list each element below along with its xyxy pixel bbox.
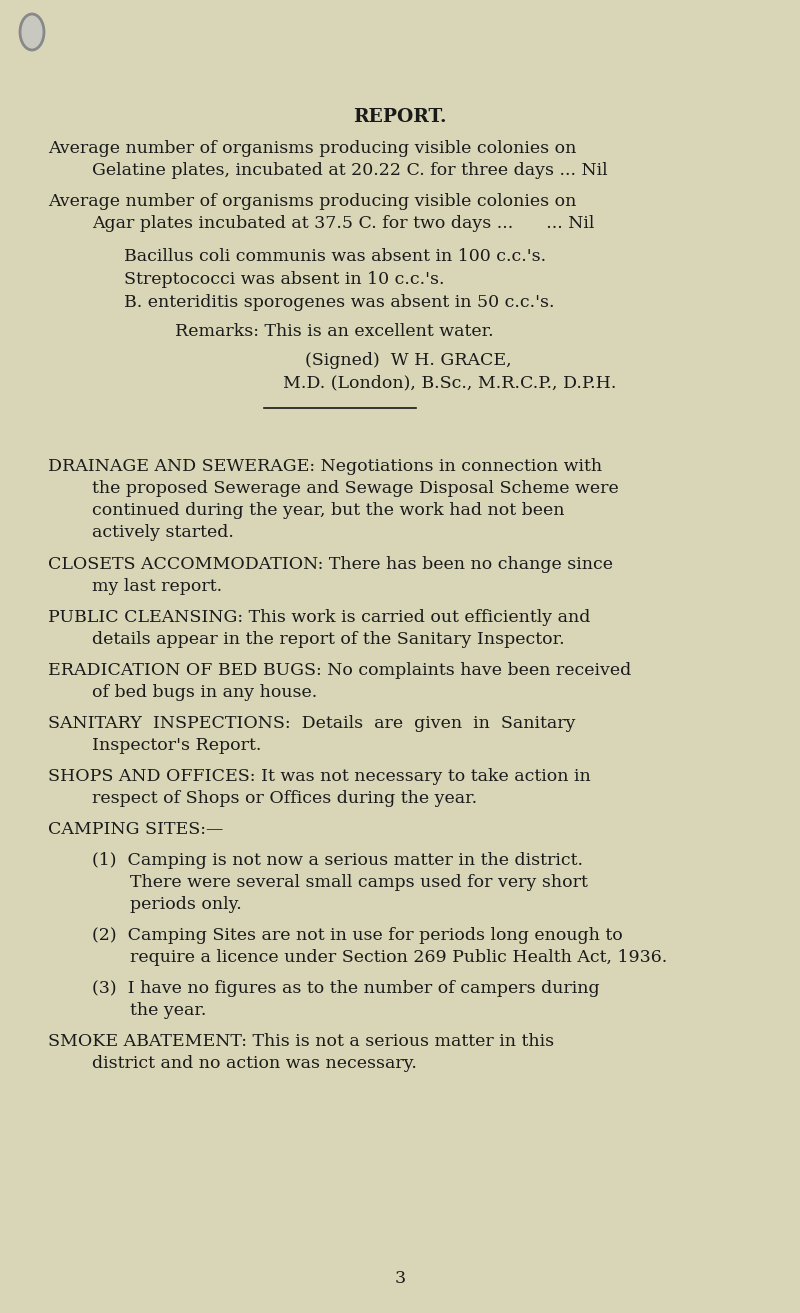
- Text: require a licence under Section 269 Public Health Act, 1936.: require a licence under Section 269 Publ…: [130, 949, 667, 966]
- Text: (3)  I have no figures as to the number of campers during: (3) I have no figures as to the number o…: [92, 979, 600, 997]
- Text: SANITARY  INSPECTIONS:  Details  are  given  in  Sanitary: SANITARY INSPECTIONS: Details are given …: [48, 716, 575, 733]
- Text: SHOPS AND OFFICES: It was not necessary to take action in: SHOPS AND OFFICES: It was not necessary …: [48, 768, 590, 785]
- Text: the year.: the year.: [130, 1002, 206, 1019]
- Text: details appear in the report of the Sanitary Inspector.: details appear in the report of the Sani…: [92, 632, 565, 649]
- Text: DRAINAGE AND SEWERAGE: Negotiations in connection with: DRAINAGE AND SEWERAGE: Negotiations in c…: [48, 458, 602, 475]
- Text: Agar plates incubated at 37.5 C. for two days ...      ... Nil: Agar plates incubated at 37.5 C. for two…: [92, 215, 594, 232]
- Text: SMOKE ABATEMENT: This is not a serious matter in this: SMOKE ABATEMENT: This is not a serious m…: [48, 1033, 554, 1050]
- Text: (Signed)  W H. GRACE,: (Signed) W H. GRACE,: [305, 352, 512, 369]
- Text: (1)  Camping is not now a serious matter in the district.: (1) Camping is not now a serious matter …: [92, 852, 583, 869]
- Text: district and no action was necessary.: district and no action was necessary.: [92, 1056, 417, 1071]
- Text: There were several small camps used for very short: There were several small camps used for …: [130, 874, 588, 892]
- Text: CAMPING SITES:—: CAMPING SITES:—: [48, 821, 223, 838]
- Text: Remarks: This is an excellent water.: Remarks: This is an excellent water.: [175, 323, 494, 340]
- Text: ERADICATION OF BED BUGS: No complaints have been received: ERADICATION OF BED BUGS: No complaints h…: [48, 662, 631, 679]
- Text: REPORT.: REPORT.: [354, 108, 446, 126]
- Text: the proposed Sewerage and Sewage Disposal Scheme were: the proposed Sewerage and Sewage Disposa…: [92, 481, 618, 498]
- Text: Streptococci was absent in 10 c.c.'s.: Streptococci was absent in 10 c.c.'s.: [124, 270, 445, 288]
- Text: M.D. (London), B.Sc., M.R.C.P., D.P.H.: M.D. (London), B.Sc., M.R.C.P., D.P.H.: [283, 374, 616, 391]
- Text: PUBLIC CLEANSING: This work is carried out efficiently and: PUBLIC CLEANSING: This work is carried o…: [48, 609, 590, 626]
- Text: Average number of organisms producing visible colonies on: Average number of organisms producing vi…: [48, 193, 576, 210]
- Text: Gelatine plates, incubated at 20.22 C. for three days ... Nil: Gelatine plates, incubated at 20.22 C. f…: [92, 161, 608, 179]
- Text: Bacillus coli communis was absent in 100 c.c.'s.: Bacillus coli communis was absent in 100…: [124, 248, 546, 265]
- Text: Inspector's Report.: Inspector's Report.: [92, 737, 262, 754]
- Text: my last report.: my last report.: [92, 578, 222, 595]
- Text: B. enteriditis sporogenes was absent in 50 c.c.'s.: B. enteriditis sporogenes was absent in …: [124, 294, 554, 311]
- Text: respect of Shops or Offices during the year.: respect of Shops or Offices during the y…: [92, 790, 477, 807]
- Text: of bed bugs in any house.: of bed bugs in any house.: [92, 684, 318, 701]
- Text: CLOSETS ACCOMMODATION: There has been no change since: CLOSETS ACCOMMODATION: There has been no…: [48, 555, 613, 572]
- Text: Average number of organisms producing visible colonies on: Average number of organisms producing vi…: [48, 140, 576, 158]
- Text: continued during the year, but the work had not been: continued during the year, but the work …: [92, 502, 565, 519]
- Text: periods only.: periods only.: [130, 895, 242, 913]
- Text: actively started.: actively started.: [92, 524, 234, 541]
- Text: 3: 3: [394, 1270, 406, 1287]
- Text: (2)  Camping Sites are not in use for periods long enough to: (2) Camping Sites are not in use for per…: [92, 927, 622, 944]
- Ellipse shape: [20, 14, 44, 50]
